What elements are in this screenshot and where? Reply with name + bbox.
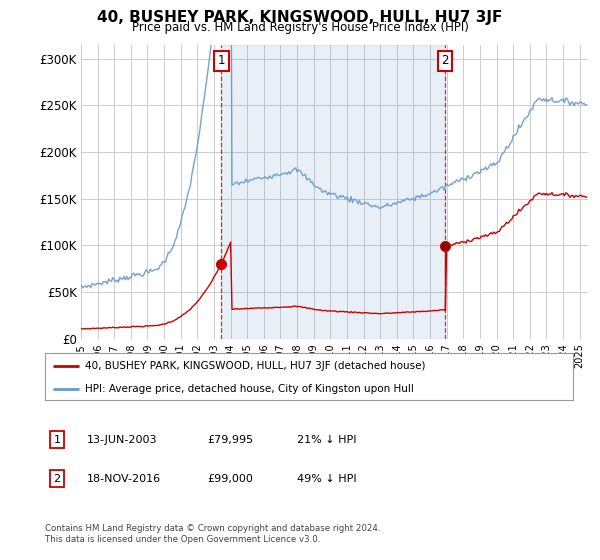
Text: Price paid vs. HM Land Registry's House Price Index (HPI): Price paid vs. HM Land Registry's House … (131, 21, 469, 34)
Text: £79,995: £79,995 (207, 435, 253, 445)
Text: HPI: Average price, detached house, City of Kingston upon Hull: HPI: Average price, detached house, City… (85, 384, 413, 394)
Text: 13-JUN-2003: 13-JUN-2003 (87, 435, 157, 445)
Bar (221, 45, 445, 339)
Text: 40, BUSHEY PARK, KINGSWOOD, HULL, HU7 3JF: 40, BUSHEY PARK, KINGSWOOD, HULL, HU7 3J… (97, 10, 503, 25)
Text: 40, BUSHEY PARK, KINGSWOOD, HULL, HU7 3JF (detached house): 40, BUSHEY PARK, KINGSWOOD, HULL, HU7 3J… (85, 361, 425, 371)
Text: £99,000: £99,000 (207, 474, 253, 484)
Text: Contains HM Land Registry data © Crown copyright and database right 2024.: Contains HM Land Registry data © Crown c… (45, 524, 380, 533)
Text: 2: 2 (441, 54, 448, 67)
Text: 2: 2 (53, 474, 61, 484)
Text: 49% ↓ HPI: 49% ↓ HPI (297, 474, 356, 484)
Text: 21% ↓ HPI: 21% ↓ HPI (297, 435, 356, 445)
Text: 18-NOV-2016: 18-NOV-2016 (87, 474, 161, 484)
Text: 1: 1 (53, 435, 61, 445)
Text: 1: 1 (218, 54, 225, 67)
Text: This data is licensed under the Open Government Licence v3.0.: This data is licensed under the Open Gov… (45, 535, 320, 544)
